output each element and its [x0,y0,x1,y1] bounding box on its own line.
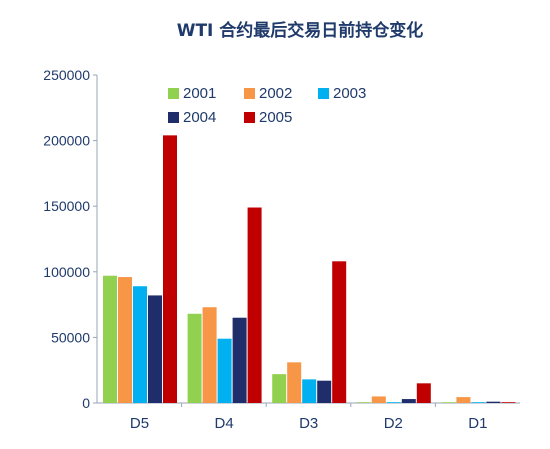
bar-2004-D3 [317,380,332,403]
bar-2004-D1 [486,401,501,403]
bar-2003-D2 [386,402,401,403]
x-axis: D5 D4 D3 D2 D1 [97,402,520,432]
legend-label-2002: 2002 [259,85,292,102]
y-tick-label: 150000 [43,198,90,214]
legend-swatch-2004 [168,112,179,123]
bar-2004-D5 [148,295,162,403]
x-category-label: D1 [468,415,487,432]
bar-2005-D2 [416,383,431,403]
y-tick-label: 50000 [51,329,90,345]
legend-label-2005: 2005 [259,109,292,126]
bar-2005-D3 [332,261,347,403]
bar-2004-D4 [232,317,247,403]
bar-2003-D4 [217,338,232,403]
legend-label-2003: 2003 [333,85,366,102]
bar-2001-D2 [356,402,371,403]
legend-swatch-2001 [168,88,179,99]
legend-label-2001: 2001 [183,85,216,102]
bar-2002-D1 [456,397,471,403]
legend: 2001 2002 2003 2004 2005 [168,85,366,126]
x-category-label: D2 [384,415,403,432]
bar-2005-D4 [247,207,262,403]
bar-2005-D5 [163,135,177,404]
bar-2001-D1 [441,402,456,403]
bar-2005-D1 [501,402,516,403]
legend-label-2004: 2004 [183,109,216,126]
chart-title: WTI 合约最后交易日前持仓变化 [177,20,424,41]
x-category-label: D3 [299,415,318,432]
bar-2001-D3 [272,374,287,403]
x-category-label: D5 [130,415,149,432]
legend-swatch-2003 [318,88,329,99]
legend-swatch-2002 [244,88,255,99]
bar-2002-D2 [371,396,386,403]
y-tick-label: 100000 [43,264,90,280]
legend-swatch-2005 [244,112,255,123]
bar-2002-D5 [118,277,132,403]
bars [103,135,516,404]
bar-2001-D5 [103,275,117,403]
bar-2002-D4 [202,307,217,403]
x-category-label: D4 [215,415,234,432]
bar-2003-D5 [133,286,147,403]
bar-2004-D2 [401,399,416,403]
bar-2002-D3 [287,362,302,403]
y-tick-label: 0 [82,395,90,411]
bar-2001-D4 [187,313,202,403]
y-tick-label: 250000 [43,67,90,83]
bar-2003-D1 [471,402,486,403]
y-tick-label: 200000 [43,133,90,149]
bar-2003-D3 [302,379,317,403]
y-axis: 0 50000 100000 150000 200000 250000 [43,67,98,411]
